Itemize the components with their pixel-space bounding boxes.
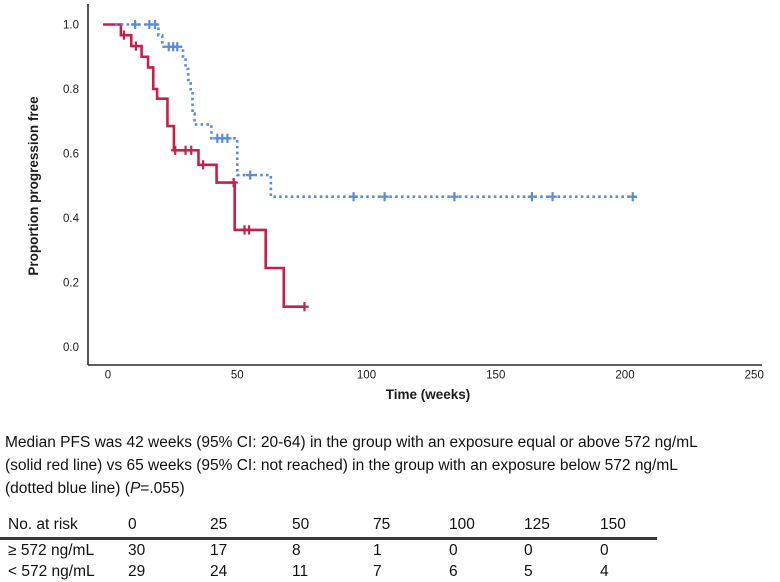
x-tick-label: 0 [105,370,111,382]
risk-table-time-header: 75 [373,516,391,533]
caption-line-2: (solid red line) vs 65 weeks (95% CI: no… [5,457,678,474]
km-curves [103,23,636,308]
y-axis-title: Proportion progression free [26,96,41,276]
risk-table-value: 17 [210,542,228,559]
risk-table-value: 24 [210,563,228,580]
x-tick-label: 200 [615,370,634,382]
x-tick-label: 250 [745,370,764,382]
risk-table-title: No. at risk [8,516,78,533]
risk-table-value: 6 [449,563,458,580]
risk-table-time-header: 100 [449,516,475,533]
risk-table-time-header: 150 [600,516,626,533]
risk-table-value: 29 [128,563,146,580]
table-header-rule [0,537,657,540]
y-tick-label: 0.4 [63,213,80,225]
risk-table-value: 7 [373,563,382,580]
risk-table-row-label: < 572 ng/mL [8,563,95,580]
y-tick-label: 0.0 [63,342,79,354]
x-tick-labels: 0 50 100 150 200 250 [105,370,764,382]
x-axis-title: Time (weeks) [386,387,471,402]
km-curve-blue-dotted [114,23,636,199]
y-tick-label: 0.8 [63,84,79,96]
risk-table-value: 1 [373,542,382,559]
risk-table-value: 0 [449,542,458,559]
risk-table-row-label: ≥ 572 ng/mL [8,542,95,559]
risk-table-value: 30 [128,542,146,559]
censor-marks [119,19,637,312]
caption-line-3: (dotted blue line) (P=.055) [5,480,185,497]
x-tick-label: 100 [357,370,376,382]
risk-table-time-header: 50 [292,516,310,533]
y-tick-label: 1.0 [63,20,79,32]
risk-table-value: 8 [292,542,301,559]
figure-caption: Median PFS was 42 weeks (95% CI: 20-64) … [5,431,777,500]
y-tick-label: 0.6 [63,149,79,161]
risk-table-time-header: 0 [128,516,137,533]
caption-line-1: Median PFS was 42 weeks (95% CI: 20-64) … [5,434,698,451]
y-tick-labels: 1.0 0.8 0.6 0.4 0.2 0.0 [63,20,80,355]
x-tick-label: 150 [486,370,505,382]
risk-table-value: 0 [524,542,533,559]
x-tick-label: 50 [231,370,244,382]
risk-table-time-header: 125 [524,516,550,533]
p-value-symbol: P [129,480,141,497]
risk-table-value: 5 [524,563,533,580]
risk-table-value: 4 [600,563,609,580]
kaplan-meier-chart: 1.0 0.8 0.6 0.4 0.2 0.0 0 50 100 150 200 250 Propo… [26,4,764,402]
y-tick-label: 0.2 [63,278,79,290]
risk-table-value: 0 [600,542,609,559]
risk-table-value: 11 [292,563,309,580]
risk-table-time-header: 25 [210,516,228,533]
